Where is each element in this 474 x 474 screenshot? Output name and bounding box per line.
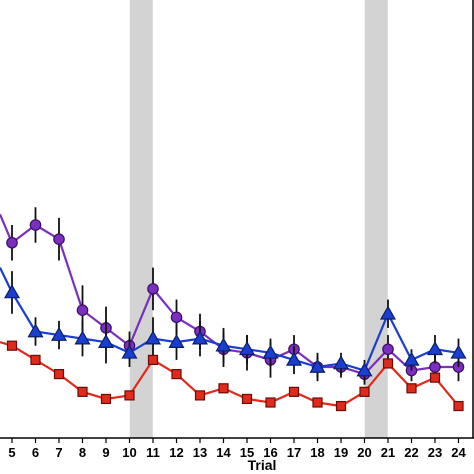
point-triangle-14 [215,337,232,352]
point-triangle-17 [285,351,303,366]
point-square-22 [406,383,417,394]
x-tick-label-14: 14 [216,445,231,460]
point-triangle-16 [262,344,279,359]
series-circle [0,207,465,385]
point-triangle-10 [121,344,138,359]
point-square-14 [218,383,229,394]
x-axis-title: Trial [248,457,277,473]
shaded-bands [129,0,388,438]
point-triangle-11 [144,330,162,345]
point-circle-11 [147,283,159,295]
x-tick-label-24: 24 [451,445,466,460]
point-square-18 [312,397,323,408]
series-layer [0,207,467,412]
point-square-23 [429,372,441,383]
x-tick-label-19: 19 [334,445,348,460]
point-circle-12 [170,311,183,324]
x-tick-label-8: 8 [79,445,86,460]
x-tick-label-20: 20 [357,445,371,460]
point-triangle-19 [332,355,350,370]
x-tick-label-22: 22 [404,445,418,460]
point-triangle-23 [426,341,444,356]
point-square-21 [382,358,394,369]
point-square-19 [335,400,347,412]
point-triangle-5 [3,284,21,299]
point-square-16 [265,397,276,408]
x-tick-label-15: 15 [240,445,254,460]
point-circle-5 [6,236,18,249]
x-tick-label-12: 12 [169,445,183,460]
point-triangle-21 [379,305,397,320]
x-tick-label-11: 11 [146,445,160,460]
point-triangle-13 [191,330,209,345]
point-triangle-24 [450,344,467,359]
x-tick-label-6: 6 [32,445,39,460]
point-square-24 [453,400,464,412]
point-circle-6 [29,219,42,231]
point-circle-8 [76,304,89,316]
x-tick-label-13: 13 [193,445,207,460]
shaded-band-1 [129,0,153,438]
x-tick-label-16: 16 [263,445,277,460]
point-circle-7 [53,233,65,245]
x-tick-label-9: 9 [102,445,109,460]
point-triangle-8 [74,330,91,345]
x-axis: 5 6 7 8 9 10 11 12 13 14 15 16 17 18 19 20 21 22 23 24 [0,0,474,460]
point-square-20 [359,386,370,397]
point-square-13 [194,390,206,401]
point-triangle-22 [403,351,420,366]
point-triangle-6 [27,323,44,338]
series-triangle [0,267,467,382]
point-triangle-7 [50,326,68,341]
x-tick-label-5: 5 [8,445,15,460]
x-tick-label-21: 21 [381,445,395,460]
point-square-12 [171,369,182,380]
point-square-17 [288,386,300,397]
point-square-11 [147,354,159,365]
series-square [0,340,464,412]
point-circle-21 [382,343,394,356]
point-square-7 [53,369,65,380]
point-square-9 [100,393,112,405]
x-tick-label-7: 7 [55,445,62,460]
point-triangle-9 [97,333,115,348]
point-square-10 [124,390,135,401]
x-tick-label-18: 18 [310,445,324,460]
x-tick-label-17: 17 [287,445,301,460]
point-square-15 [241,393,253,405]
point-square-8 [77,386,88,397]
point-triangle-20 [356,362,373,377]
x-tick-label-10: 10 [122,445,136,460]
point-square-5 [6,340,18,351]
point-square-6 [30,354,41,365]
point-triangle-18 [309,358,326,373]
point-triangle-15 [238,341,256,356]
point-triangle-12 [168,333,185,348]
x-tick-label-23: 23 [428,445,442,460]
